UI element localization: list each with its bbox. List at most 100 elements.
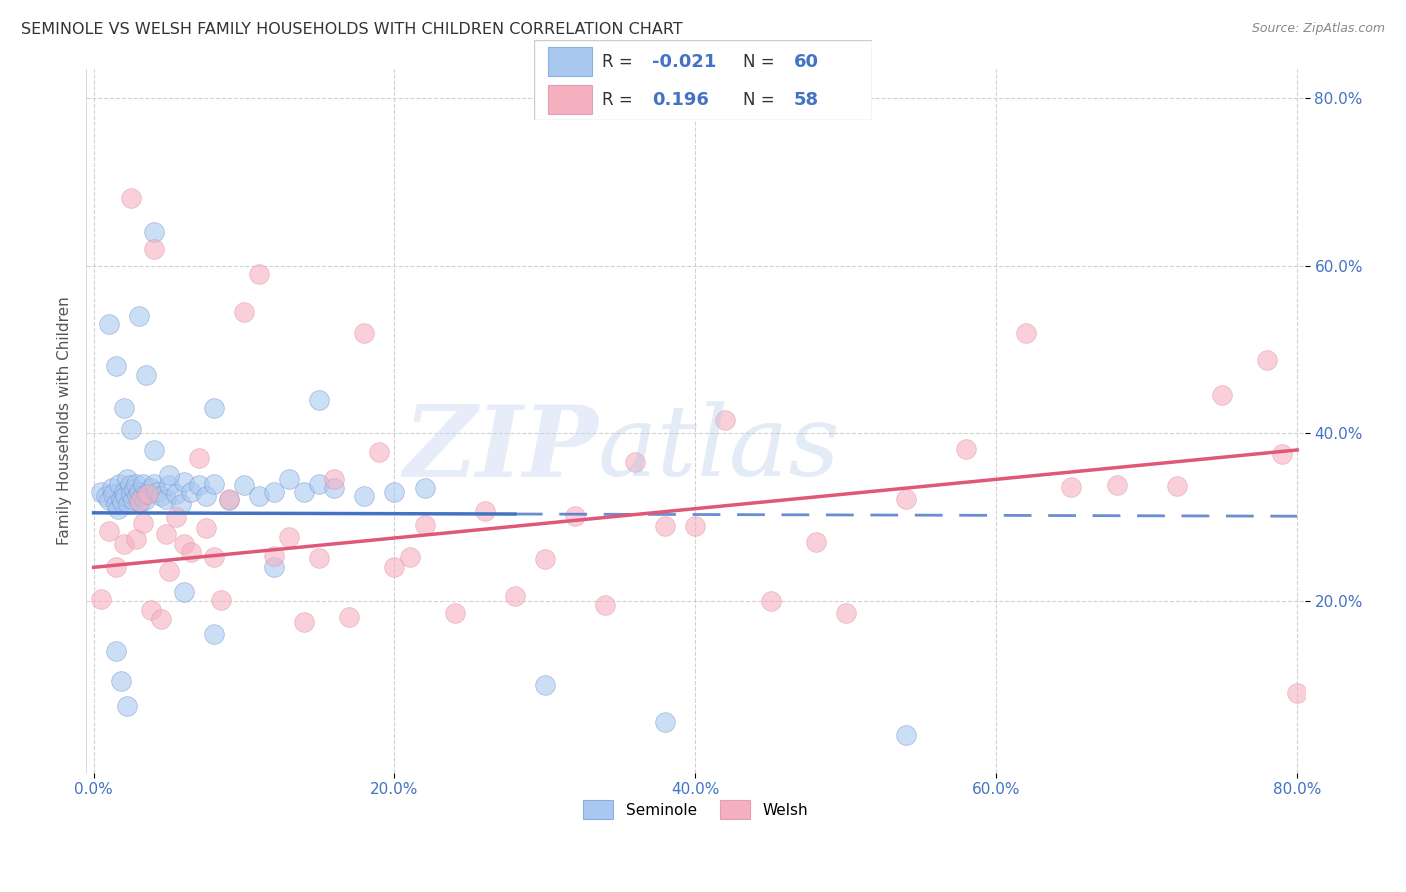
Point — [292, 484, 315, 499]
Point — [165, 486, 187, 500]
Point — [122, 483, 145, 497]
Point — [1256, 353, 1278, 368]
Point — [120, 191, 142, 205]
Point — [353, 326, 375, 340]
Point — [413, 481, 436, 495]
Text: 0.196: 0.196 — [652, 91, 709, 109]
Point — [211, 593, 233, 607]
Point — [115, 698, 138, 713]
Point — [263, 549, 285, 564]
Point — [593, 598, 616, 612]
Point — [180, 545, 202, 559]
Point — [202, 476, 225, 491]
Point — [118, 478, 141, 492]
Point — [128, 493, 150, 508]
Text: -0.021: -0.021 — [652, 53, 717, 70]
Point — [1286, 686, 1309, 700]
Point — [308, 392, 330, 407]
Point — [111, 495, 134, 509]
Point — [100, 481, 122, 495]
Point — [94, 489, 117, 503]
Point — [146, 484, 169, 499]
Point — [368, 445, 391, 459]
Point — [714, 413, 737, 427]
Point — [443, 607, 465, 621]
Point — [135, 368, 157, 382]
Point — [384, 484, 406, 499]
Point — [107, 501, 129, 516]
Point — [323, 481, 346, 495]
Point — [135, 486, 157, 500]
Point — [173, 585, 195, 599]
Point — [142, 442, 165, 457]
Point — [115, 472, 138, 486]
Point — [1271, 447, 1294, 461]
Point — [1060, 480, 1083, 494]
Point — [353, 489, 375, 503]
Point — [534, 551, 557, 566]
Point — [654, 519, 676, 533]
Point — [97, 493, 120, 508]
Point — [142, 242, 165, 256]
Point — [804, 535, 827, 549]
Point — [624, 455, 647, 469]
Point — [128, 484, 150, 499]
Point — [114, 489, 136, 503]
Point — [1166, 479, 1188, 493]
Point — [120, 486, 142, 500]
Point — [134, 493, 156, 508]
Point — [247, 489, 270, 503]
Point — [894, 728, 917, 742]
Point — [97, 317, 120, 331]
Point — [157, 564, 180, 578]
Point — [292, 615, 315, 630]
Point — [173, 475, 195, 489]
Point — [127, 489, 149, 503]
Point — [337, 610, 360, 624]
Point — [139, 481, 162, 495]
Point — [218, 493, 240, 508]
Point — [157, 478, 180, 492]
Point — [139, 603, 162, 617]
Point — [132, 476, 155, 491]
Point — [125, 532, 148, 546]
Point — [323, 472, 346, 486]
Point — [112, 401, 135, 415]
Text: SEMINOLE VS WELSH FAMILY HOUSEHOLDS WITH CHILDREN CORRELATION CHART: SEMINOLE VS WELSH FAMILY HOUSEHOLDS WITH… — [21, 22, 683, 37]
Point — [1105, 478, 1128, 492]
Point — [105, 359, 128, 373]
Point — [142, 476, 165, 491]
Point — [187, 478, 209, 492]
Point — [503, 589, 526, 603]
Point — [1015, 326, 1038, 340]
Point — [129, 495, 152, 509]
Text: 60: 60 — [794, 53, 820, 70]
Point — [894, 491, 917, 506]
Point — [125, 476, 148, 491]
Point — [132, 516, 155, 530]
Point — [187, 450, 209, 465]
Text: N =: N = — [744, 91, 780, 109]
Point — [308, 476, 330, 491]
Point — [131, 489, 153, 503]
FancyBboxPatch shape — [534, 40, 872, 120]
Y-axis label: Family Households with Children: Family Households with Children — [58, 296, 72, 545]
Text: R =: R = — [602, 91, 643, 109]
Point — [105, 560, 128, 574]
Text: atlas: atlas — [598, 401, 841, 497]
Point — [155, 527, 177, 541]
Point — [685, 518, 707, 533]
Point — [170, 498, 193, 512]
Point — [90, 592, 112, 607]
Point — [202, 549, 225, 564]
Text: 58: 58 — [794, 91, 820, 109]
Point — [121, 493, 143, 508]
Text: R =: R = — [602, 53, 638, 70]
Point — [247, 267, 270, 281]
Point — [105, 644, 128, 658]
Point — [108, 476, 131, 491]
Point — [233, 478, 256, 492]
Point — [202, 627, 225, 641]
Point — [398, 550, 420, 565]
Point — [150, 489, 173, 503]
